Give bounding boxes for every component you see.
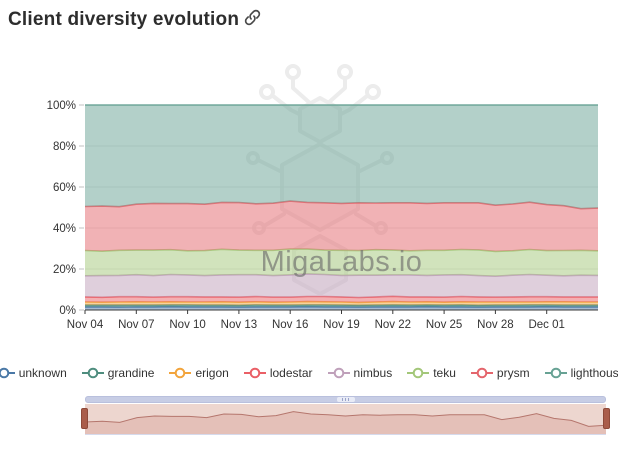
- legend-item-teku[interactable]: teku: [407, 366, 456, 380]
- chart-header: Client diversity evolution: [8, 8, 262, 32]
- range-navigator[interactable]: [81, 404, 610, 435]
- legend-marker-icon: [544, 367, 567, 379]
- chart-legend: unknown grandine erigon lodestar nimbus teku p…: [0, 366, 618, 380]
- legend-item-prysm[interactable]: prysm: [470, 366, 530, 380]
- legend-item-grandine[interactable]: grandine: [81, 366, 155, 380]
- y-axis-label: 60%: [53, 182, 76, 194]
- y-axis-label: 40%: [53, 223, 76, 235]
- legend-item-lodestar[interactable]: lodestar: [243, 366, 313, 380]
- x-axis-label: Nov 04: [67, 319, 104, 331]
- area-series-lighthouse[interactable]: [85, 105, 598, 209]
- x-axis-label: Nov 28: [477, 319, 513, 331]
- y-axis-label: 20%: [53, 264, 76, 276]
- legend-label: nimbus: [353, 366, 393, 380]
- legend-marker-icon: [81, 367, 104, 379]
- legend-item-nimbus[interactable]: nimbus: [327, 366, 393, 380]
- legend-label: teku: [433, 366, 456, 380]
- legend-label: unknown: [18, 366, 67, 380]
- area-series-nimbus[interactable]: [85, 273, 598, 298]
- area-series-lodestar[interactable]: [85, 296, 598, 303]
- legend-marker-icon: [470, 367, 493, 379]
- legend-label: lighthouse: [570, 366, 618, 380]
- legend-item-lighthouse[interactable]: lighthouse: [544, 366, 618, 380]
- x-axis-label: Nov 19: [323, 319, 359, 331]
- navigator-line: [85, 411, 606, 427]
- legend-label: grandine: [107, 366, 155, 380]
- navigator-area: [85, 411, 606, 434]
- scrollbar-grip-icon[interactable]: [336, 397, 355, 402]
- x-axis-label: Nov 16: [272, 319, 308, 331]
- page-title: Client diversity evolution: [8, 9, 240, 30]
- legend-item-erigon[interactable]: erigon: [169, 366, 229, 380]
- stacked-area-chart[interactable]: 0% 20% 40% 60% 80% 100% Nov 04 Nov 07 Nov 10 Nov …: [0, 95, 618, 340]
- link-icon[interactable]: [243, 8, 262, 32]
- area-series-teku[interactable]: [85, 249, 598, 277]
- navigator-right-handle[interactable]: [603, 408, 610, 429]
- area-series-prysm[interactable]: [85, 201, 598, 252]
- x-axis-label: Nov 10: [169, 319, 205, 331]
- legend-marker-icon: [327, 367, 350, 379]
- y-axis-label: 100%: [47, 100, 76, 112]
- navigator-series: [85, 411, 606, 434]
- y-axis-label: 80%: [53, 141, 76, 153]
- legend-item-unknown[interactable]: unknown: [0, 366, 67, 380]
- legend-label: prysm: [496, 366, 530, 380]
- x-axis-label: Nov 22: [375, 319, 411, 331]
- legend-marker-icon: [407, 367, 430, 379]
- legend-label: erigon: [195, 366, 229, 380]
- x-axis-label: Nov 07: [118, 319, 154, 331]
- legend-marker-icon: [0, 367, 15, 379]
- x-axis-label: Nov 25: [426, 319, 462, 331]
- x-axis-label: Dec 01: [528, 319, 564, 331]
- navigator-left-handle[interactable]: [81, 408, 88, 429]
- legend-marker-icon: [169, 367, 192, 379]
- y-axis-label: 0%: [59, 305, 76, 317]
- legend-label: lodestar: [269, 366, 313, 380]
- chart-scrollbar[interactable]: [85, 396, 606, 403]
- legend-marker-icon: [243, 367, 266, 379]
- x-axis-label: Nov 13: [221, 319, 257, 331]
